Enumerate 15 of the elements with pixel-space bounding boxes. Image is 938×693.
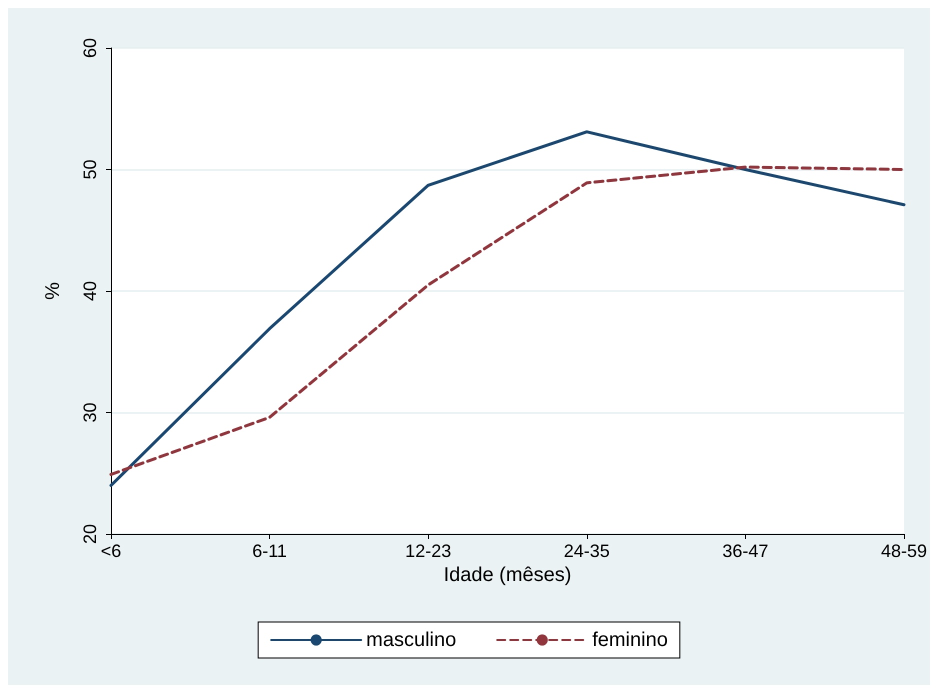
y-tick-label: 20 [80,524,100,544]
y-tick-label: 60 [80,38,100,58]
legend-label: feminino [592,629,668,651]
x-axis-title: Idade (mêses) [444,564,572,586]
y-tick-label: 40 [80,280,100,302]
x-tick-label: 12-23 [405,541,452,561]
y-tick-label: 30 [80,402,100,423]
x-tick-label: <6 [100,541,122,561]
x-tick-label: 6-11 [252,541,287,561]
legend-label: masculino [366,629,456,651]
y-tick-label: 50 [80,159,100,180]
x-tick-label: 36-47 [722,541,768,561]
x-tick-label: 24-35 [564,541,610,561]
x-tick-label: 48-59 [880,541,928,561]
y-axis-title: % [42,282,64,300]
